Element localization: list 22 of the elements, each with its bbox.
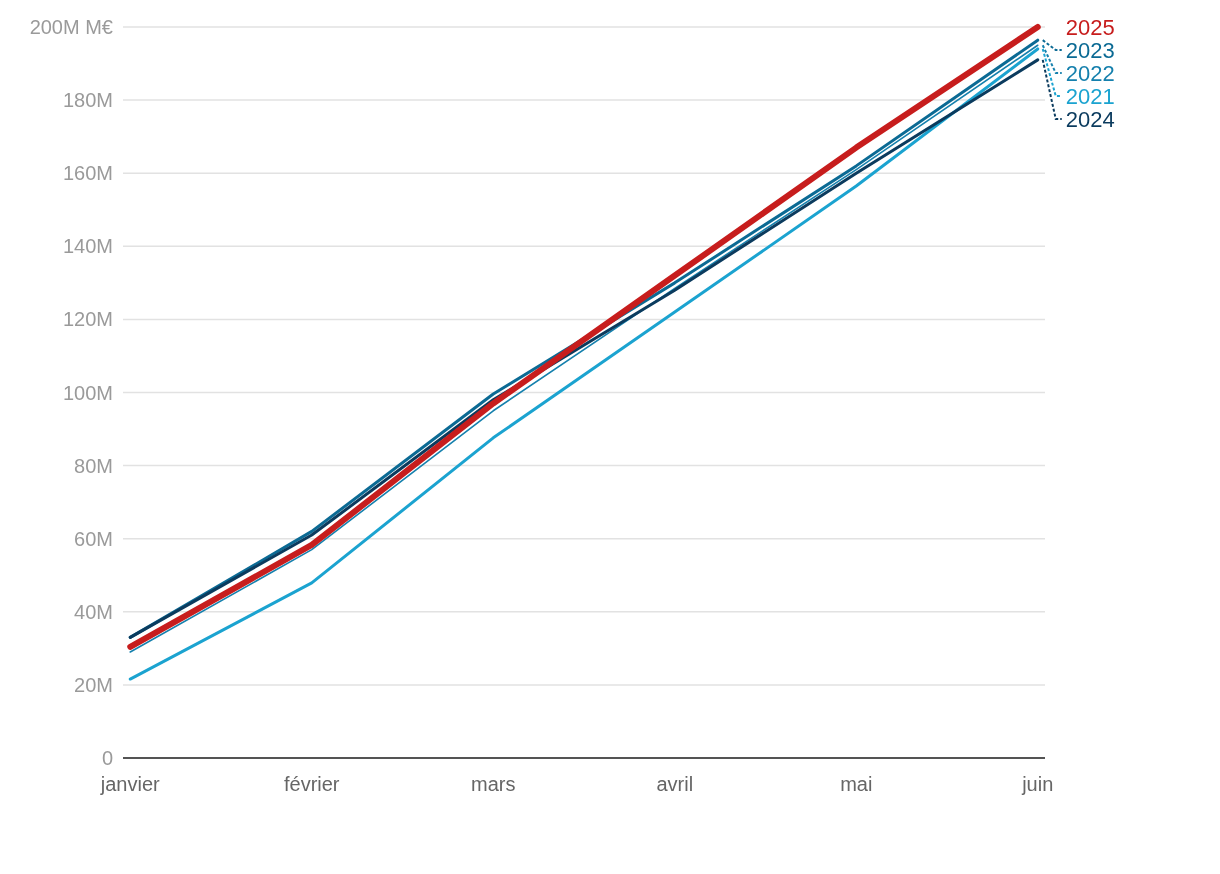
y-tick-label: 200M M€ [29, 16, 113, 38]
series-label: 2022 [1065, 60, 1115, 86]
y-tick-label: 0 [101, 747, 113, 769]
y-tick-label: 20M [74, 673, 113, 696]
x-tick-label: juin [1021, 773, 1054, 795]
y-tick-label: 60M [74, 527, 113, 550]
x-tick-label: avril [656, 773, 694, 795]
y-tick-label: 180M [62, 89, 113, 112]
series-label: 2025 [1065, 14, 1115, 40]
x-tick-label: janvier [99, 773, 161, 795]
x-tick-label: mai [840, 773, 873, 795]
y-tick-label: 140M [62, 235, 113, 258]
y-tick-label: 80M [74, 454, 113, 477]
y-tick-label: 40M [74, 600, 113, 623]
y-tick-label: 100M [62, 381, 113, 404]
text: 2021 [1065, 83, 1115, 109]
x-tick-label: février [283, 773, 340, 795]
x-tick-label: mars [471, 773, 516, 795]
y-tick-label: 160M [62, 162, 113, 185]
y-tick-label: 120M [62, 308, 113, 331]
series-label: 2024 [1065, 106, 1115, 132]
series-label: 2023 [1065, 37, 1115, 63]
